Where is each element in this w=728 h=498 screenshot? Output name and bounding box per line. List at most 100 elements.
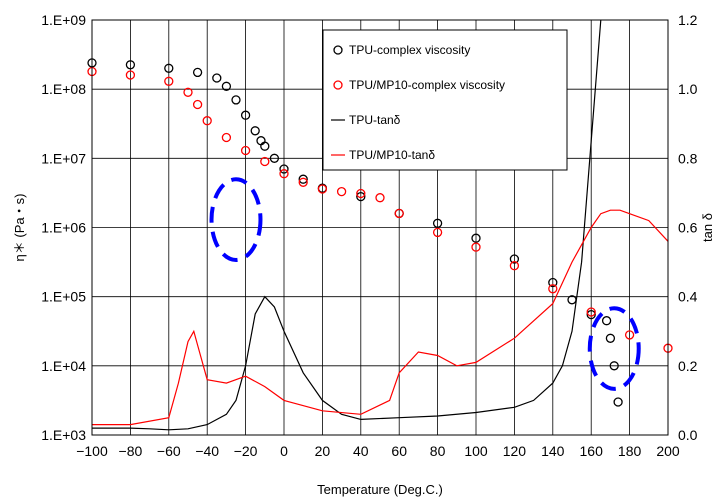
legend-label: TPU-complex viscosity: [349, 43, 470, 57]
x-tick-label: 80: [430, 443, 446, 459]
y-left-tick-label: 1.E+05: [41, 289, 86, 305]
y-right-tick-label: 0.4: [678, 289, 698, 305]
x-tick-label: 200: [656, 443, 680, 459]
data-point: [298, 177, 308, 187]
data-point: [432, 218, 443, 228]
data-point: [221, 81, 232, 91]
data-point: [192, 99, 203, 110]
data-point: [260, 156, 270, 167]
data-point: [183, 87, 193, 97]
data-point: [317, 184, 328, 194]
legend-item: TPU-complex viscosity: [333, 43, 470, 57]
series-line: [92, 209, 669, 426]
data-point: [336, 186, 347, 197]
data-point: [509, 254, 520, 264]
x-tick-label: 100: [464, 443, 488, 459]
data-point: [509, 261, 520, 271]
data-point: [586, 307, 596, 317]
data-point: [125, 60, 136, 70]
y-right-tick-label: 0.6: [678, 220, 698, 236]
x-tick-label: 140: [541, 443, 565, 459]
annotations: [209, 177, 641, 391]
data-point: [394, 208, 404, 219]
x-tick-label: 180: [618, 443, 642, 459]
data-point: [613, 397, 623, 407]
data-point: [548, 277, 558, 288]
data-point: [269, 153, 280, 163]
y-right-axis-ticks: 0.0 0.2 0.4 0.6 0.8 1.0 1.2: [678, 12, 698, 443]
data-point: [375, 193, 385, 203]
y-left-tick-label: 1.E+08: [41, 81, 86, 97]
y-right-tick-label: 1.0: [678, 81, 698, 97]
data-point: [471, 233, 481, 243]
series-3: [92, 209, 669, 426]
data-point: [601, 316, 612, 326]
data-point: [125, 70, 136, 80]
y-left-axis-ticks: 1.E+03 1.E+04 1.E+05 1.E+06 1.E+07 1.E+08 1.E+…: [41, 12, 86, 443]
data-point: [605, 333, 616, 343]
x-tick-label: 160: [580, 443, 604, 459]
y-right-tick-label: 0.2: [678, 358, 698, 374]
data-point: [260, 141, 270, 151]
x-tick-label: 40: [353, 443, 369, 459]
legend-label: TPU-tanδ: [349, 113, 401, 127]
data-point: [221, 132, 232, 143]
data-point: [609, 361, 619, 371]
data-point: [298, 174, 308, 184]
data-point: [279, 164, 289, 174]
x-tick-label: −100: [76, 443, 108, 459]
legend-label: TPU/MP10-tanδ: [349, 148, 435, 162]
data-point: [192, 67, 203, 78]
legend-item: TPU/MP10-complex viscosity: [333, 78, 505, 92]
y-left-tick-label: 1.E+09: [41, 12, 86, 28]
plot-frame: [91, 19, 669, 436]
data-point: [567, 295, 577, 305]
data-point: [356, 188, 366, 199]
y-left-tick-label: 1.E+03: [41, 427, 86, 443]
data-point: [471, 242, 481, 252]
data-point: [548, 284, 558, 294]
data-point: [624, 330, 635, 340]
data-point: [279, 169, 289, 179]
data-point: [250, 126, 260, 136]
series-2: [92, 19, 602, 431]
legend-marker-swatch: [333, 45, 343, 55]
data-point: [586, 309, 596, 320]
x-tick-label: 60: [391, 443, 407, 459]
y-right-axis-title: tan δ: [700, 213, 715, 242]
data-point: [240, 110, 251, 120]
series-layer: [87, 19, 673, 431]
y-right-tick-label: 1.2: [678, 12, 698, 28]
x-tick-label: −60: [157, 443, 181, 459]
data-point: [240, 145, 251, 156]
data-point: [256, 136, 266, 146]
legend-item: TPU/MP10-tanδ: [331, 148, 435, 162]
legend-box: [322, 29, 568, 171]
x-tick-label: −80: [119, 443, 143, 459]
y-left-tick-label: 1.E+07: [41, 150, 86, 166]
legend-marker-swatch: [333, 80, 343, 90]
y-right-tick-label: 0.0: [678, 427, 698, 443]
highlight-ellipse: [587, 306, 641, 391]
data-point: [164, 63, 174, 73]
data-point: [356, 191, 366, 202]
highlight-ellipse: [209, 177, 263, 262]
x-tick-label: 120: [503, 443, 527, 459]
legend-label: TPU/MP10-complex viscosity: [349, 78, 505, 92]
data-point: [164, 76, 174, 86]
x-tick-label: −20: [234, 443, 258, 459]
series-line: [92, 19, 602, 431]
data-point: [212, 73, 222, 83]
legend-item: TPU-tanδ: [331, 113, 401, 127]
y-right-tick-label: 0.8: [678, 150, 698, 166]
x-tick-label: 0: [280, 443, 288, 459]
x-axis-title: Temperature (Deg.C.): [317, 482, 443, 497]
x-axis-ticks: −100 −80 −60 −40 −20 0 20 40 60 80 100 120 140 160 180…: [76, 443, 680, 459]
x-tick-label: 20: [315, 443, 331, 459]
y-left-axis-title: η＊ (Pa・s): [12, 194, 27, 262]
data-point: [231, 95, 241, 105]
data-point: [432, 227, 443, 238]
legend-items: TPU-complex viscosity TPU/MP10-complex vi…: [331, 43, 505, 162]
